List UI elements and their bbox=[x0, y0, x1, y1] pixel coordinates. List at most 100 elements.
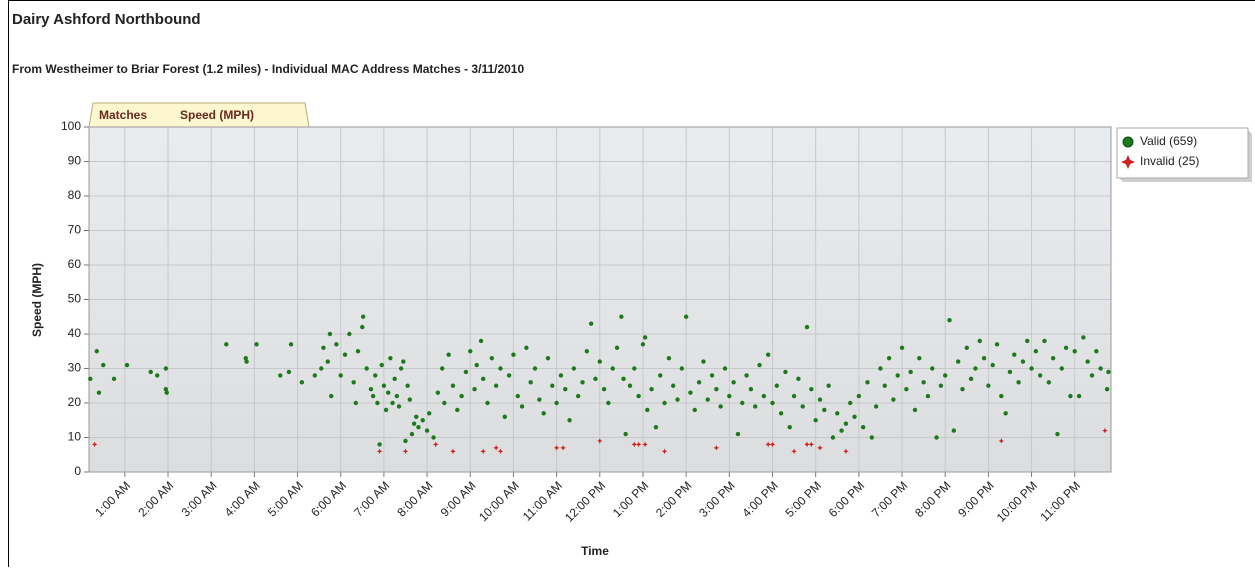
point bbox=[930, 366, 935, 371]
point bbox=[94, 349, 99, 354]
point bbox=[288, 342, 294, 347]
point bbox=[455, 407, 460, 413]
plot-frame bbox=[88, 126, 1112, 473]
point bbox=[999, 393, 1004, 399]
y-tick-label: 60 bbox=[68, 257, 82, 271]
y-tick-label: 100 bbox=[61, 119, 81, 133]
point bbox=[1016, 380, 1021, 385]
point bbox=[480, 448, 487, 455]
point bbox=[554, 400, 559, 406]
point bbox=[1076, 393, 1082, 399]
point bbox=[709, 373, 715, 378]
chart-subtitle: From Westheimer to Briar Forest (1.2 mil… bbox=[12, 62, 524, 76]
point bbox=[402, 448, 409, 455]
point bbox=[163, 387, 169, 392]
point bbox=[649, 387, 654, 392]
point bbox=[478, 338, 484, 344]
point bbox=[1012, 352, 1017, 357]
point bbox=[398, 366, 404, 371]
point bbox=[468, 349, 473, 354]
point bbox=[658, 373, 663, 378]
point bbox=[645, 407, 650, 413]
point bbox=[571, 366, 577, 371]
point bbox=[1033, 349, 1039, 354]
point bbox=[401, 359, 406, 364]
point bbox=[405, 383, 410, 388]
point bbox=[381, 383, 387, 388]
point bbox=[761, 393, 767, 399]
point bbox=[601, 387, 607, 392]
point bbox=[560, 445, 566, 451]
point bbox=[435, 390, 441, 395]
point bbox=[994, 342, 1000, 347]
point bbox=[368, 387, 374, 392]
point bbox=[390, 400, 395, 406]
point bbox=[515, 393, 520, 399]
point bbox=[662, 400, 667, 406]
point bbox=[493, 445, 499, 451]
point bbox=[88, 376, 93, 382]
point bbox=[563, 387, 568, 392]
point bbox=[765, 352, 771, 357]
point bbox=[528, 380, 533, 385]
point bbox=[360, 314, 366, 319]
point bbox=[254, 342, 259, 347]
tab[interactable]: Speed (MPH) bbox=[180, 108, 254, 122]
point bbox=[735, 431, 741, 437]
point bbox=[596, 438, 603, 444]
x-tick-label: 6:00 PM bbox=[826, 478, 868, 520]
point bbox=[753, 404, 758, 409]
point bbox=[683, 314, 689, 319]
point bbox=[666, 355, 672, 361]
point bbox=[817, 445, 823, 451]
point bbox=[474, 362, 479, 368]
point bbox=[376, 448, 383, 455]
point bbox=[947, 318, 952, 323]
point bbox=[558, 373, 564, 378]
point bbox=[1059, 366, 1064, 371]
point bbox=[1042, 338, 1047, 344]
point bbox=[701, 359, 706, 364]
point bbox=[155, 373, 160, 378]
point bbox=[705, 397, 710, 402]
point bbox=[960, 387, 965, 392]
point bbox=[830, 435, 836, 440]
point bbox=[532, 366, 538, 371]
point bbox=[981, 355, 987, 361]
point bbox=[329, 393, 334, 399]
x-tick-label: 5:00 AM bbox=[265, 478, 306, 519]
x-tick-label: 2:00 PM bbox=[653, 478, 695, 520]
legend-label: Invalid (25) bbox=[1140, 154, 1199, 168]
point bbox=[550, 383, 555, 388]
point bbox=[640, 342, 646, 347]
point bbox=[869, 435, 874, 440]
point bbox=[744, 373, 749, 378]
point bbox=[383, 407, 389, 413]
point bbox=[370, 393, 376, 399]
point bbox=[553, 445, 560, 451]
point bbox=[442, 400, 447, 406]
y-tick-label: 20 bbox=[68, 395, 82, 409]
point bbox=[740, 400, 745, 406]
legend-marker bbox=[1122, 136, 1134, 148]
x-axis-label: Time bbox=[581, 544, 609, 558]
point bbox=[91, 441, 98, 448]
point bbox=[882, 383, 887, 388]
point bbox=[446, 352, 451, 357]
point bbox=[713, 445, 720, 451]
tab[interactable]: Matches bbox=[99, 108, 147, 122]
point bbox=[973, 366, 978, 371]
x-tick-label: 8:00 AM bbox=[394, 478, 435, 519]
point bbox=[623, 431, 628, 437]
point bbox=[588, 321, 594, 326]
point bbox=[414, 414, 419, 419]
point bbox=[835, 411, 840, 416]
point bbox=[899, 345, 905, 350]
point bbox=[481, 376, 486, 382]
point bbox=[943, 373, 948, 378]
point bbox=[718, 404, 723, 409]
point bbox=[661, 448, 668, 455]
point bbox=[642, 335, 648, 340]
point bbox=[338, 373, 343, 378]
point bbox=[312, 373, 318, 378]
